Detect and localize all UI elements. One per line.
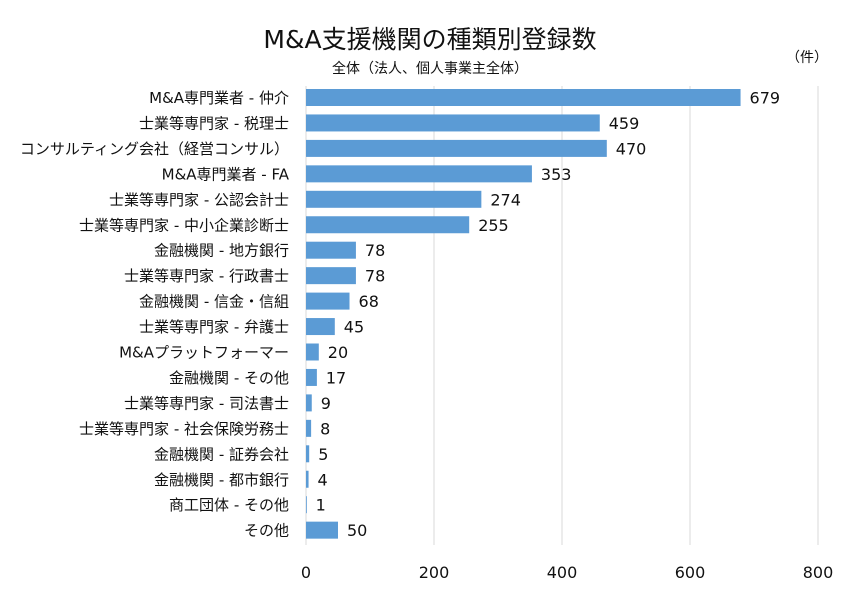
x-tick-label: 800 (803, 563, 834, 582)
data-label: 50 (347, 521, 367, 540)
data-label: 20 (328, 343, 348, 362)
data-label: 68 (359, 292, 379, 311)
bars (306, 89, 741, 539)
category-label: M&A専門業者 - 仲介 (149, 89, 289, 107)
bar (306, 419, 312, 437)
data-label: 4 (318, 470, 328, 489)
gridlines (305, 86, 819, 545)
bar (306, 521, 338, 539)
bar (306, 445, 310, 463)
data-label: 679 (750, 89, 781, 108)
data-label: 9 (321, 394, 331, 413)
unit-label: （件） (786, 50, 828, 66)
data-label: 459 (609, 114, 640, 133)
category-label: 士業等専門家 - 税理士 (139, 114, 289, 132)
data-label: 1 (316, 496, 326, 515)
category-label: 士業等専門家 - 中小企業診断士 (79, 216, 289, 234)
bar (306, 216, 470, 234)
data-label: 274 (490, 190, 521, 209)
category-label: 士業等専門家 - 社会保険労務士 (79, 420, 289, 438)
bar (306, 292, 350, 310)
category-label: 金融機関 - 地方銀行 (154, 242, 289, 260)
bar (306, 368, 317, 386)
category-label: 士業等専門家 - 行政書士 (124, 267, 289, 285)
chart-title: M&A支援機関の種類別登録数 (263, 25, 596, 54)
bar (306, 114, 600, 132)
data-label: 78 (365, 267, 385, 286)
bar (306, 394, 312, 412)
data-label: 353 (541, 165, 572, 184)
data-label: 8 (320, 419, 330, 438)
bar (306, 190, 482, 208)
category-label: 金融機関 - 信金・信組 (139, 293, 289, 311)
data-label: 45 (344, 318, 364, 337)
x-tick-label: 200 (419, 563, 450, 582)
category-label: コンサルティング会社（経営コンサル） (20, 140, 289, 158)
category-label: 商工団体 - その他 (169, 496, 289, 514)
category-label: M&Aプラットフォーマー (119, 344, 289, 362)
category-label: 士業等専門家 - 司法書士 (124, 394, 289, 412)
value-labels: 679 459 470 353 274 255 78 78 68 45 20 17 9 8 5 4 1 50 (316, 89, 780, 541)
category-label: 金融機関 - 証券会社 (154, 445, 289, 463)
category-label: その他 (244, 522, 289, 540)
x-tick-label: 400 (547, 563, 578, 582)
bar (306, 139, 607, 157)
x-tick-label: 600 (675, 563, 706, 582)
bar (306, 470, 309, 488)
category-label: M&A専門業者 - FA (162, 165, 290, 183)
bar (306, 496, 307, 514)
bar (306, 241, 356, 259)
x-axis-ticks: 0 200 400 600 800 (301, 563, 833, 582)
x-tick-label: 0 (301, 563, 311, 582)
data-label: 78 (365, 241, 385, 260)
bar (306, 89, 741, 106)
category-label: 士業等専門家 - 公認会計士 (109, 191, 289, 209)
bar (306, 318, 335, 336)
category-label: 金融機関 - その他 (169, 369, 289, 387)
bar (306, 165, 532, 183)
category-label: 金融機関 - 都市銀行 (154, 471, 289, 489)
data-label: 5 (318, 445, 328, 464)
data-label: 17 (326, 368, 346, 387)
bar (306, 267, 356, 285)
bar (306, 343, 319, 361)
category-label: 士業等専門家 - 弁護士 (139, 318, 289, 336)
data-label: 255 (478, 216, 509, 235)
data-label: 470 (616, 139, 647, 158)
chart-subtitle: 全体（法人、個人事業主全体） (332, 60, 528, 77)
